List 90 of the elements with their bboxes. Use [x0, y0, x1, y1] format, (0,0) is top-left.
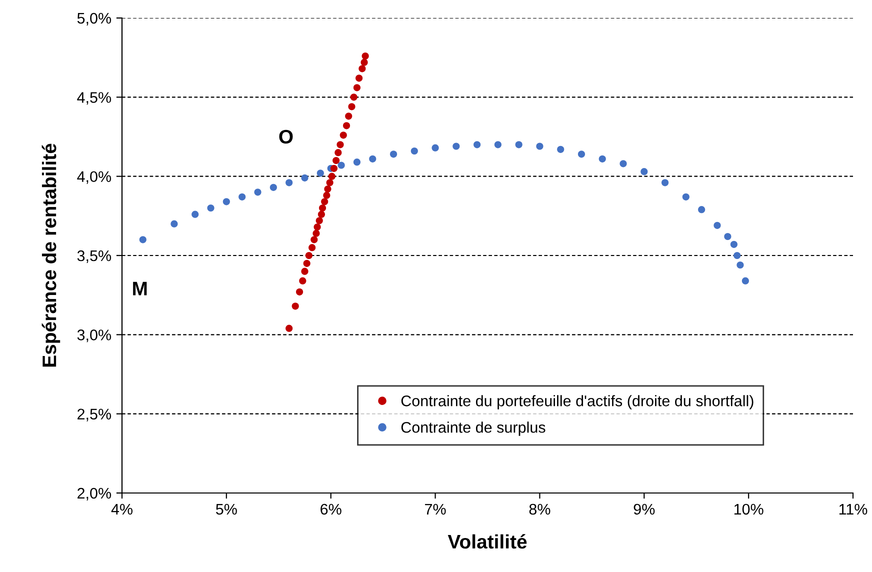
point — [270, 184, 277, 191]
point — [390, 150, 398, 158]
point — [640, 168, 648, 176]
x-tick-label: 9% — [634, 504, 655, 515]
point — [338, 162, 345, 169]
point — [348, 103, 356, 110]
point — [308, 244, 316, 252]
point — [342, 122, 350, 130]
point — [328, 172, 336, 180]
point — [207, 204, 214, 212]
point — [714, 222, 721, 229]
x-tick-label: 8% — [529, 504, 550, 515]
y-tick-label: 3,5% — [77, 250, 112, 263]
x-tick-label: 7% — [425, 504, 446, 515]
point — [238, 193, 246, 200]
point — [432, 144, 439, 152]
point — [340, 132, 347, 139]
point — [734, 252, 741, 260]
point — [356, 74, 363, 82]
point — [620, 160, 627, 168]
point — [358, 65, 366, 72]
x-tick-label: 5% — [216, 504, 237, 515]
point — [536, 142, 544, 150]
point — [299, 277, 306, 284]
point — [324, 185, 332, 193]
x-tick-label: 10% — [734, 504, 764, 515]
point — [474, 141, 481, 148]
point — [515, 141, 522, 148]
point — [362, 52, 369, 60]
point — [682, 193, 690, 200]
point — [494, 141, 502, 148]
point — [192, 210, 199, 218]
point — [292, 302, 299, 310]
point — [139, 236, 146, 244]
y-tick-label: 5,0% — [77, 12, 112, 26]
point — [353, 84, 361, 92]
point — [350, 94, 358, 101]
y-tick-label: 3,0% — [77, 330, 112, 342]
x-axis-title: Volatilité — [448, 534, 527, 549]
point — [345, 112, 352, 120]
point — [170, 220, 178, 228]
point — [222, 198, 230, 206]
point — [254, 188, 262, 196]
point — [305, 252, 312, 260]
point — [301, 174, 308, 182]
point — [301, 268, 308, 275]
annotation: O — [279, 130, 293, 144]
point — [330, 164, 338, 172]
point — [736, 261, 744, 269]
point — [312, 230, 320, 237]
point — [369, 155, 376, 162]
y-tick-label: 4,5% — [77, 92, 112, 105]
point — [598, 155, 606, 162]
point — [323, 192, 330, 199]
point — [578, 150, 586, 158]
x-tick-label: 6% — [320, 504, 342, 515]
point — [310, 236, 318, 244]
point — [698, 206, 706, 214]
x-tick-label: 11% — [839, 504, 868, 515]
point — [724, 232, 732, 240]
point — [316, 217, 323, 224]
point — [303, 260, 310, 267]
x-tick-label: 4% — [111, 504, 132, 515]
point — [332, 156, 340, 164]
legend-label: Contrainte de surplus — [401, 422, 546, 436]
point — [286, 324, 293, 332]
point — [353, 158, 361, 166]
point — [336, 141, 344, 148]
y-axis-title: Espérance de rentabilité — [42, 144, 60, 367]
point — [360, 58, 368, 66]
point — [314, 223, 321, 231]
point — [318, 204, 326, 212]
point — [296, 288, 304, 296]
point — [334, 149, 342, 156]
point — [316, 170, 324, 177]
point — [742, 277, 749, 284]
point — [730, 240, 738, 248]
point — [326, 179, 334, 186]
point — [452, 142, 460, 150]
annotation: M — [133, 282, 147, 296]
point — [410, 147, 418, 155]
y-tick-label: 2,5% — [78, 408, 112, 422]
point — [286, 179, 293, 186]
y-tick-label: 2,0% — [78, 488, 112, 500]
point — [661, 179, 669, 186]
y-tick-label: 4,0% — [77, 171, 112, 184]
point — [321, 198, 328, 206]
point — [318, 210, 325, 218]
legend-label: Contrainte du portefeuille d'actifs (droite du shortfall) — [401, 395, 754, 410]
point — [557, 146, 564, 153]
